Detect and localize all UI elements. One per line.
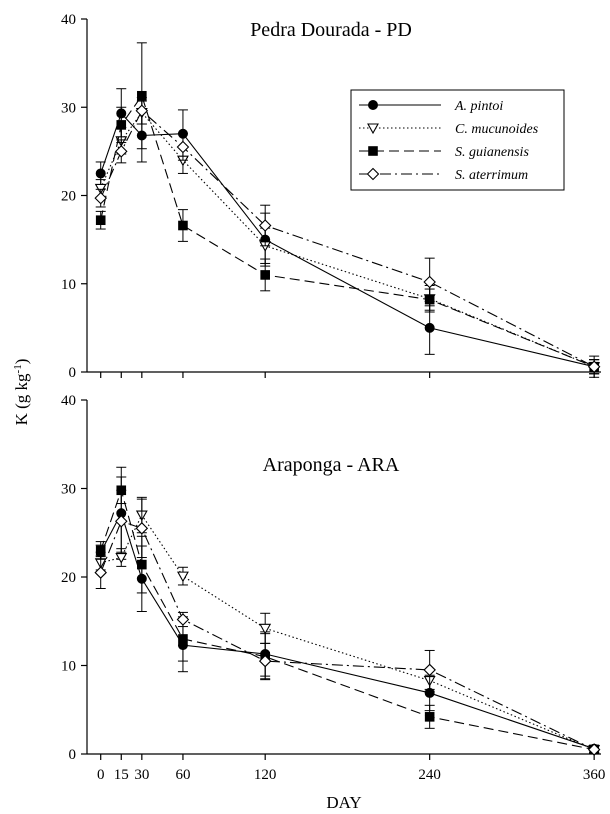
data-point (587, 743, 601, 756)
series-line (100, 488, 595, 751)
x-tick-label: 60 (175, 767, 190, 783)
data-point (178, 634, 188, 644)
data-point (94, 566, 107, 579)
y-tick-label: 0 (69, 365, 77, 381)
x-tick-label: 240 (418, 767, 441, 783)
data-point (259, 623, 272, 635)
y-tick-label: 30 (61, 482, 76, 498)
data-point (258, 654, 272, 668)
data-point (178, 220, 188, 231)
data-point (114, 514, 128, 528)
series-1 (95, 466, 600, 754)
data-point (176, 613, 190, 626)
chart-panel-2: 0 10 20 30 40 0 15 30 60 120 240 360 Araponga - ARA D… (61, 393, 605, 812)
data-point (116, 120, 127, 130)
data-point (424, 712, 435, 722)
series-line (100, 520, 595, 751)
data-point (423, 275, 436, 289)
x-tick-label: 360 (583, 767, 606, 783)
data-point (587, 360, 601, 373)
data-point (423, 663, 436, 677)
y-tick-label: 40 (61, 393, 76, 409)
data-point (258, 219, 272, 232)
y-tick-label: 10 (61, 659, 76, 675)
panel-title: Araponga - ARA (263, 454, 400, 476)
y-tick-label: 10 (61, 277, 76, 293)
x-tick-label: 15 (114, 767, 129, 783)
y-tick-label: 40 (61, 12, 76, 28)
chart-panel-1: 0 10 20 30 40 Pedra Dourada - PD A. pintoi C. m… (61, 12, 601, 381)
x-tick-label: 0 (97, 767, 105, 783)
x-axis-title: DAY (326, 793, 361, 812)
legend-marker (368, 100, 378, 110)
data-point (135, 522, 149, 535)
data-point (114, 145, 128, 158)
y-axis-title: K (g kg-1) (12, 359, 31, 426)
data-point (424, 322, 435, 333)
legend-box (350, 89, 565, 191)
y-tick-label: 20 (61, 189, 76, 205)
legend-marker (366, 167, 380, 181)
data-point (115, 552, 128, 564)
series-4 (94, 489, 601, 756)
data-point (94, 191, 107, 205)
legend-marker (367, 123, 379, 135)
y-tick-label: 0 (69, 747, 77, 763)
series-4 (94, 97, 601, 375)
data-point (137, 559, 147, 570)
data-point (177, 571, 189, 583)
legend-marker (368, 146, 378, 156)
data-point (95, 545, 106, 556)
data-point (135, 104, 149, 118)
x-tick-label: 30 (134, 767, 149, 783)
data-point (176, 140, 190, 154)
legend: A. pintoi C. mucunoides S. guianensis S. at… (350, 89, 565, 191)
y-tick-label: 30 (61, 100, 76, 116)
chart-panels: 0 10 20 30 40 Pedra Dourada - PD A. pintoi C. m… (61, 12, 605, 812)
legend-entry: C. mucunoides (455, 122, 539, 137)
data-point (95, 215, 106, 226)
y-tick-label: 20 (61, 570, 76, 586)
legend-entry: S. guianensis (455, 145, 529, 160)
series-3 (95, 476, 600, 755)
legend-entry: A. pintoi (454, 99, 503, 114)
data-point (95, 168, 106, 179)
x-tick-label: 120 (254, 767, 277, 783)
legend-entry: S. aterrimum (455, 168, 528, 183)
panel-title: Pedra Dourada - PD (250, 19, 412, 41)
data-point (260, 270, 270, 280)
